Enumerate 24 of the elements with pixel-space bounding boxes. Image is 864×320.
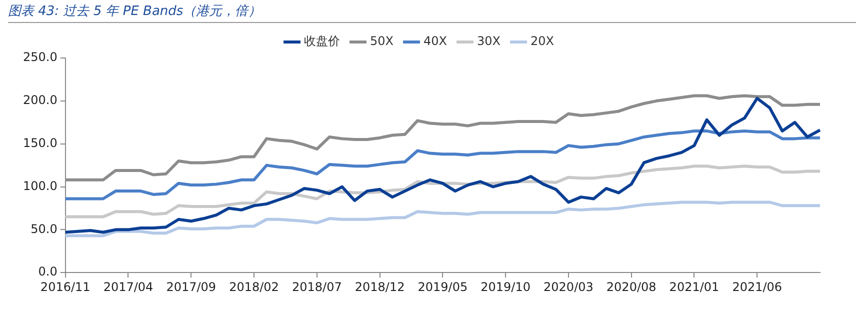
legend-label: 收盘价 (304, 34, 340, 48)
x-tick-label: 2018/12 (354, 280, 405, 294)
legend-label: 30X (477, 34, 500, 48)
x-tick-label: 2018/02 (229, 280, 279, 294)
y-tick-label: 150.0 (22, 136, 58, 150)
y-tick-label: 0.0 (38, 264, 58, 279)
legend-label: 50X (370, 34, 394, 48)
x-tick-label: 2021/06 (732, 280, 782, 294)
x-tick-label: 2020/03 (544, 280, 594, 294)
y-tick-label: 200.0 (22, 93, 58, 108)
y-tick-label: 250.0 (22, 50, 58, 64)
x-tick-label: 2020/08 (606, 280, 656, 294)
legend-label: 20X (530, 34, 554, 48)
legend-label: 40X (424, 34, 448, 48)
x-tick-label: 2016/11 (40, 280, 90, 294)
x-tick-label: 2021/01 (669, 280, 720, 294)
y-tick-label: 100.0 (22, 178, 58, 193)
x-tick-label: 2019/05 (418, 280, 468, 294)
x-tick-label: 2019/10 (480, 280, 530, 294)
x-tick-label: 2018/07 (292, 280, 342, 294)
y-tick-label: 50.0 (30, 222, 58, 236)
x-tick-label: 2017/04 (103, 280, 154, 294)
chart-title: 图表 43: 过去 5 年 PE Bands（港元，倍） (8, 2, 856, 23)
x-tick-label: 2017/09 (166, 280, 216, 294)
